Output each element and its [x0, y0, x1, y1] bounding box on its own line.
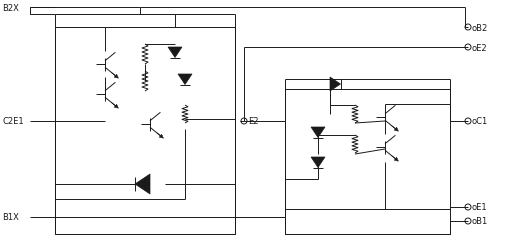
- Circle shape: [465, 45, 471, 51]
- Polygon shape: [168, 48, 182, 58]
- Text: oB2: oB2: [472, 23, 488, 32]
- Circle shape: [465, 218, 471, 224]
- Polygon shape: [311, 158, 325, 168]
- Polygon shape: [311, 128, 325, 138]
- Circle shape: [465, 25, 471, 31]
- Polygon shape: [135, 174, 150, 194]
- FancyArrow shape: [157, 133, 163, 139]
- Text: oE1: oE1: [472, 203, 488, 212]
- Polygon shape: [178, 75, 192, 85]
- Circle shape: [241, 118, 247, 124]
- Circle shape: [465, 204, 471, 210]
- Polygon shape: [330, 78, 341, 92]
- Text: oC1: oC1: [472, 117, 488, 126]
- Text: oE2: oE2: [472, 43, 488, 52]
- Text: oB1: oB1: [472, 217, 488, 226]
- Text: B1X: B1X: [2, 213, 19, 222]
- FancyArrow shape: [112, 103, 119, 109]
- FancyArrow shape: [391, 156, 399, 162]
- Circle shape: [465, 118, 471, 124]
- Text: C2E1: C2E1: [2, 117, 24, 126]
- FancyArrow shape: [112, 73, 119, 79]
- Text: B2X: B2X: [2, 4, 19, 12]
- FancyArrow shape: [391, 126, 399, 132]
- Text: E2: E2: [248, 117, 259, 126]
